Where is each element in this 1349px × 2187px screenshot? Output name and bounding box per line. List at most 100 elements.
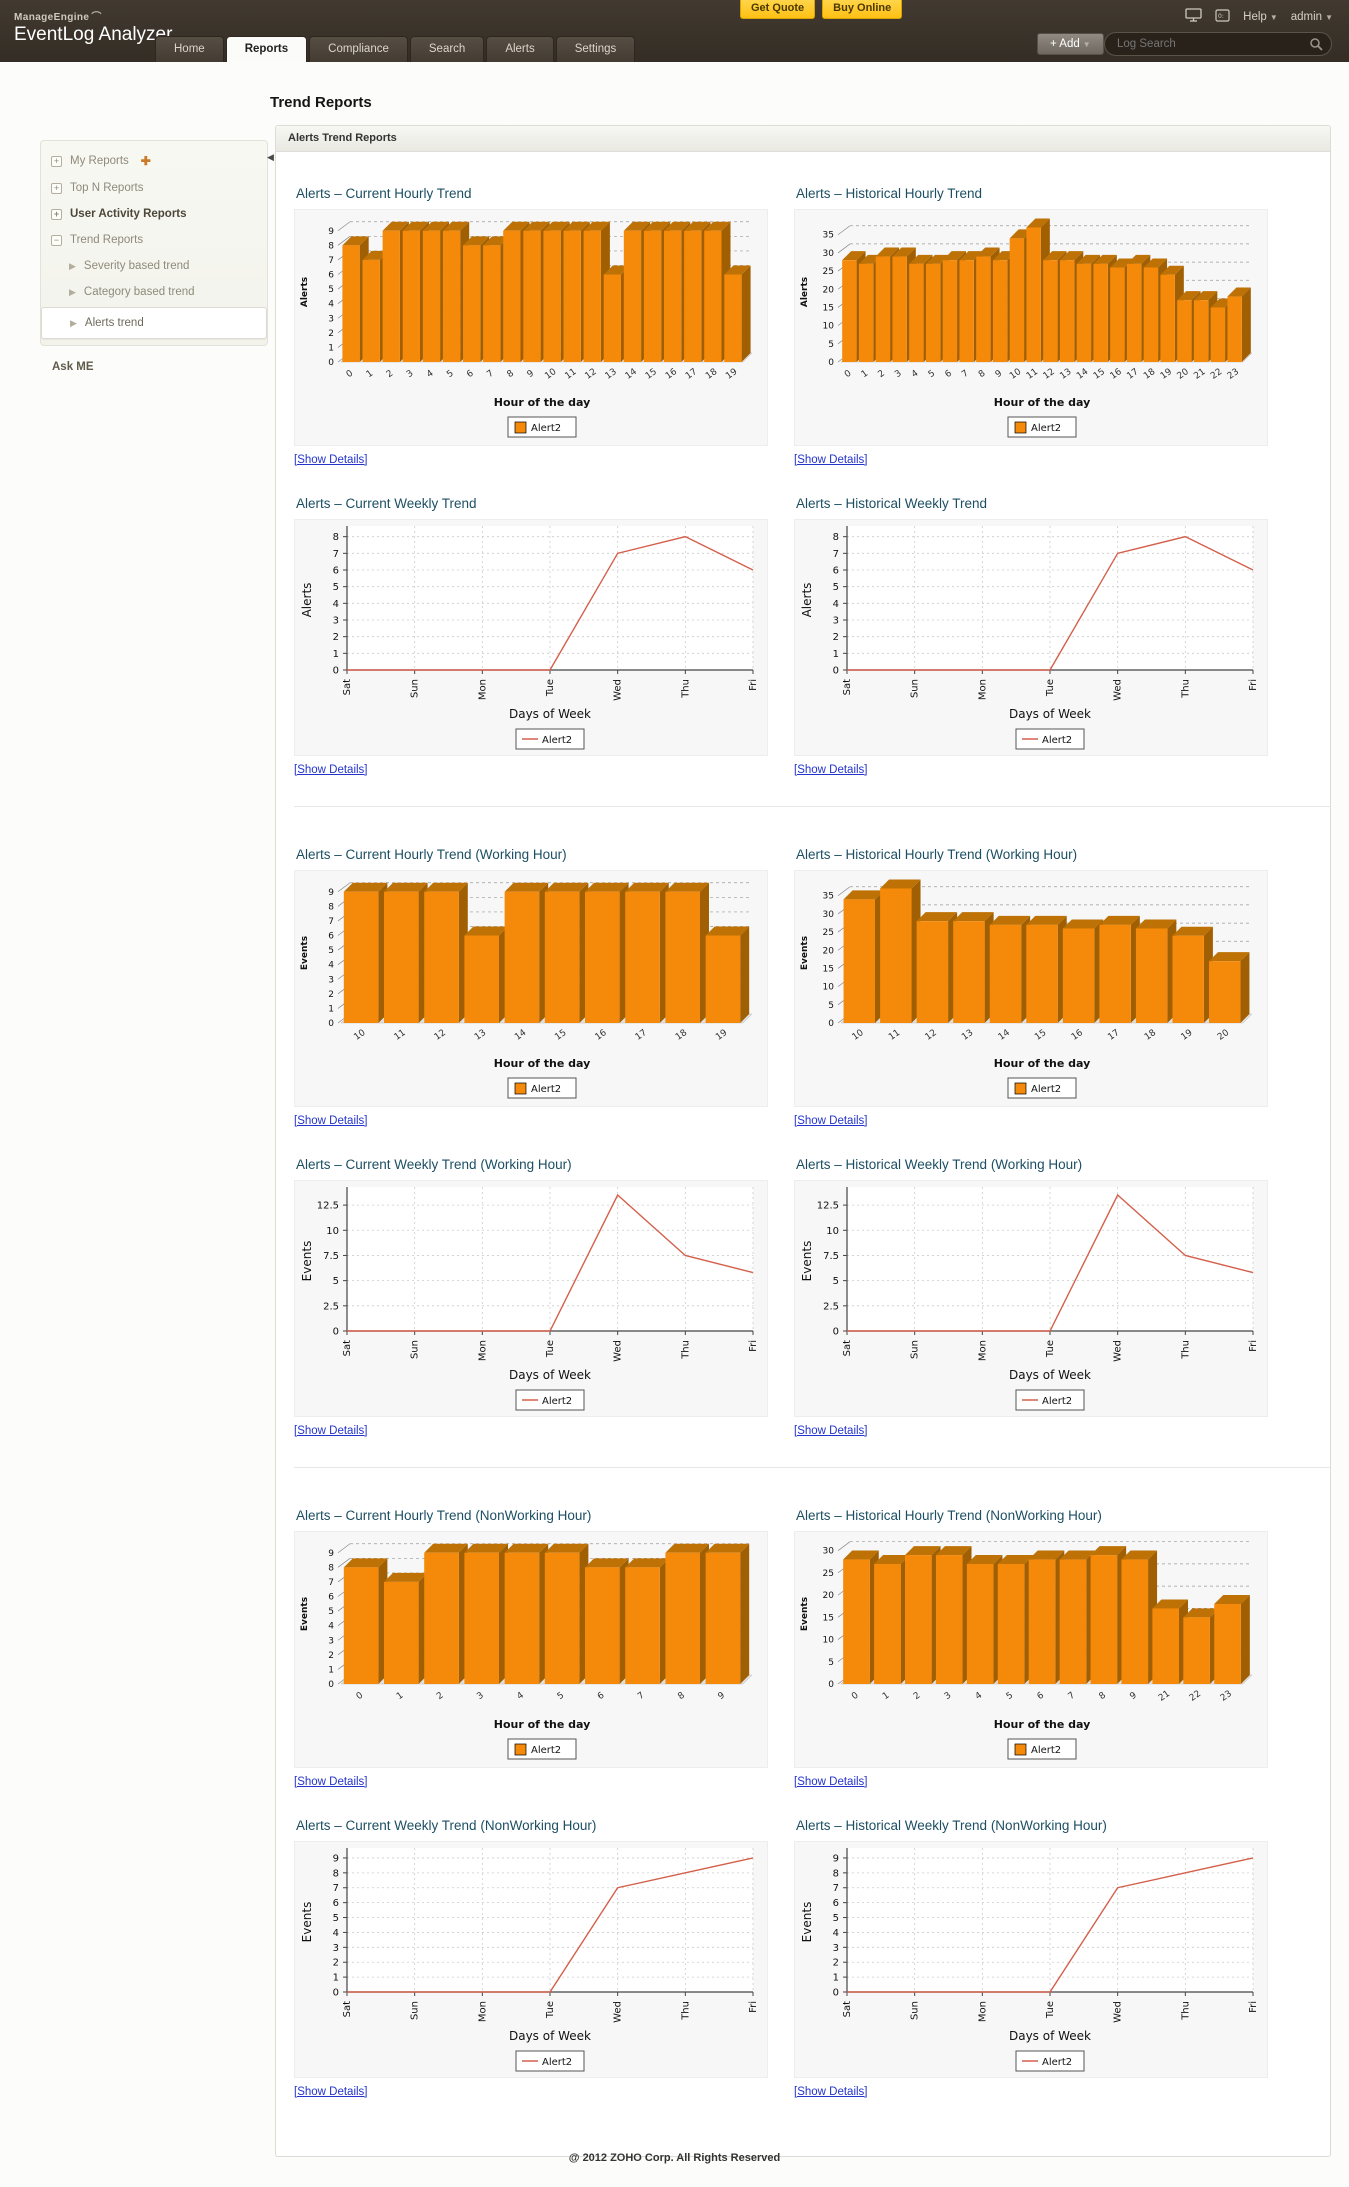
- search-icon[interactable]: [1309, 37, 1323, 56]
- svg-text:8: 8: [328, 241, 334, 251]
- chart-row: Alerts – Current Weekly Trend (NonWorkin…: [294, 1818, 1330, 2100]
- svg-text:Mon: Mon: [977, 1340, 988, 1361]
- add-report-icon[interactable]: ✚: [140, 154, 151, 168]
- reports-sidebar: + My Reports ✚ + Top N Reports + User Ac…: [40, 140, 268, 373]
- chart-cell: Alerts – Current Weekly Trend 0 1 2 3 4 5 6 7 8 S…: [294, 496, 794, 778]
- chart-row: Alerts – Current Weekly Trend 0 1 2 3 4 5 6 7 8 S…: [294, 496, 1330, 778]
- user-menu[interactable]: admin ▼: [1290, 10, 1333, 23]
- sidebar-item-severity-based-trend[interactable]: ▶ Severity based trend: [69, 260, 190, 272]
- svg-text:4: 4: [328, 961, 334, 971]
- brand-manageengine: ManageEngine ⌒: [14, 8, 172, 23]
- svg-text:1: 1: [860, 369, 870, 380]
- svg-text:0: 0: [843, 368, 854, 380]
- svg-text:7: 7: [333, 1883, 339, 1894]
- show-details-link[interactable]: [Show Details]: [794, 1115, 868, 1127]
- expand-plus-icon[interactable]: +: [51, 208, 62, 220]
- tab-compliance[interactable]: Compliance: [309, 36, 408, 62]
- expand-plus-icon[interactable]: +: [51, 155, 62, 167]
- show-details-link[interactable]: [Show Details]: [794, 1776, 868, 1788]
- svg-text:0:: 0:: [1218, 13, 1224, 20]
- chart-cell: Alerts – Historical Hourly Trend 0 5 10 15 2…: [794, 186, 1294, 468]
- ask-me-link[interactable]: Ask ME: [52, 361, 94, 373]
- svg-text:Alert2: Alert2: [542, 2057, 572, 2068]
- svg-text:Tue: Tue: [1045, 2001, 1056, 2019]
- svg-text:Sat: Sat: [342, 679, 353, 695]
- show-details-link[interactable]: [Show Details]: [294, 764, 368, 776]
- chart-canvas: 0 2.5 5 7.5 10 12.5 Sat Sun Mon Tue Wed Thu Fri Event…: [794, 1180, 1268, 1417]
- svg-text:Sun: Sun: [910, 679, 921, 698]
- svg-text:Fri: Fri: [748, 1340, 759, 1352]
- chart-canvas: 0 1 2 3 4 5 6 7 8 9 Sat Sun Mon Tue Wed Thu Fri Events Day…: [294, 1841, 768, 2078]
- svg-text:10: 10: [851, 1028, 866, 1043]
- console-icon[interactable]: 0:: [1215, 8, 1230, 25]
- sidebar-item-trend-reports[interactable]: − Trend Reports: [41, 227, 267, 253]
- svg-text:8: 8: [505, 368, 516, 380]
- svg-text:Events: Events: [800, 936, 810, 970]
- svg-text:Sat: Sat: [842, 1340, 853, 1356]
- svg-text:5: 5: [828, 340, 834, 350]
- chart-canvas: 0 1 2 3 4 5 6 7 8 9 Sat Sun Mon Tue Wed Thu Fri Events Day…: [794, 1841, 1268, 2078]
- log-search-input[interactable]: [1104, 32, 1332, 56]
- svg-text:Days of Week: Days of Week: [1009, 1368, 1091, 1382]
- svg-text:7: 7: [833, 549, 839, 560]
- show-details-link[interactable]: [Show Details]: [294, 1425, 368, 1437]
- show-details-link[interactable]: [Show Details]: [294, 1776, 368, 1788]
- svg-text:5: 5: [927, 369, 937, 380]
- show-details-link[interactable]: [Show Details]: [794, 454, 868, 466]
- arrow-right-icon: ▶: [69, 286, 76, 297]
- svg-text:0: 0: [833, 666, 839, 677]
- show-details-link[interactable]: [Show Details]: [294, 1115, 368, 1127]
- sidebar-item-my-reports[interactable]: + My Reports ✚: [41, 147, 267, 175]
- svg-text:Hour of the day: Hour of the day: [994, 1057, 1091, 1070]
- show-details-link[interactable]: [Show Details]: [294, 2086, 368, 2098]
- chart-canvas: 0 1 2 3 4 5 6 7 8 Sat Sun Mon Tue Wed Thu Fri Alerts Days…: [794, 519, 1268, 756]
- sidebar-item-top-n-reports[interactable]: + Top N Reports: [41, 175, 267, 201]
- tab-alerts[interactable]: Alerts: [486, 36, 554, 62]
- svg-text:2.5: 2.5: [823, 1301, 839, 1312]
- svg-text:15: 15: [644, 367, 659, 382]
- svg-text:0: 0: [333, 1327, 339, 1338]
- svg-text:5: 5: [333, 582, 339, 593]
- monitor-icon[interactable]: [1185, 8, 1202, 25]
- help-menu[interactable]: Help ▼: [1243, 10, 1278, 23]
- svg-text:Tue: Tue: [545, 2001, 556, 2019]
- collapse-minus-icon[interactable]: −: [51, 234, 62, 246]
- svg-text:6: 6: [333, 1898, 339, 1909]
- show-details-link[interactable]: [Show Details]: [794, 1425, 868, 1437]
- line-chart-svg: 0 1 2 3 4 5 6 7 8 Sat Sun Mon Tue Wed Thu Fri Alerts Days…: [300, 526, 759, 750]
- show-details-link[interactable]: [Show Details]: [794, 764, 868, 776]
- svg-text:Alert2: Alert2: [531, 1084, 561, 1095]
- expand-plus-icon[interactable]: +: [51, 182, 62, 194]
- show-details-link[interactable]: [Show Details]: [794, 2086, 868, 2098]
- add-button[interactable]: + Add ▼: [1037, 33, 1104, 55]
- tab-search[interactable]: Search: [409, 36, 485, 62]
- show-details-link[interactable]: [Show Details]: [294, 454, 368, 466]
- arrow-right-icon: ▶: [69, 260, 76, 271]
- svg-text:Hour of the day: Hour of the day: [494, 1057, 591, 1070]
- collapse-sidebar-arrow[interactable]: ◀: [267, 152, 274, 162]
- svg-text:18: 18: [1142, 367, 1157, 382]
- sidebar-item-user-activity-reports[interactable]: + User Activity Reports: [41, 201, 267, 227]
- tab-settings[interactable]: Settings: [555, 36, 636, 62]
- svg-text:2: 2: [833, 632, 839, 643]
- svg-text:21: 21: [1157, 1689, 1172, 1704]
- svg-text:5: 5: [833, 1276, 839, 1287]
- chart-title: Alerts – Current Hourly Trend (NonWorkin…: [296, 1508, 592, 1523]
- sidebar-item-alerts-trend[interactable]: ▶ Alerts trend: [41, 307, 267, 339]
- svg-text:6: 6: [328, 271, 334, 281]
- tab-home[interactable]: Home: [155, 36, 224, 62]
- svg-text:12: 12: [924, 1028, 939, 1043]
- svg-text:2: 2: [833, 1958, 839, 1969]
- get-quote-button[interactable]: Get Quote: [740, 0, 816, 19]
- sidebar-item-category-based-trend[interactable]: ▶ Category based trend: [69, 286, 195, 298]
- svg-text:3: 3: [405, 369, 415, 380]
- svg-text:19: 19: [724, 367, 739, 382]
- svg-text:Days of Week: Days of Week: [509, 1368, 591, 1382]
- svg-text:2: 2: [385, 369, 395, 380]
- svg-text:10: 10: [826, 1226, 839, 1237]
- svg-text:Events: Events: [800, 1241, 814, 1282]
- svg-text:Alerts: Alerts: [300, 583, 314, 618]
- tab-reports[interactable]: Reports: [225, 36, 308, 62]
- buy-online-button[interactable]: Buy Online: [822, 0, 903, 19]
